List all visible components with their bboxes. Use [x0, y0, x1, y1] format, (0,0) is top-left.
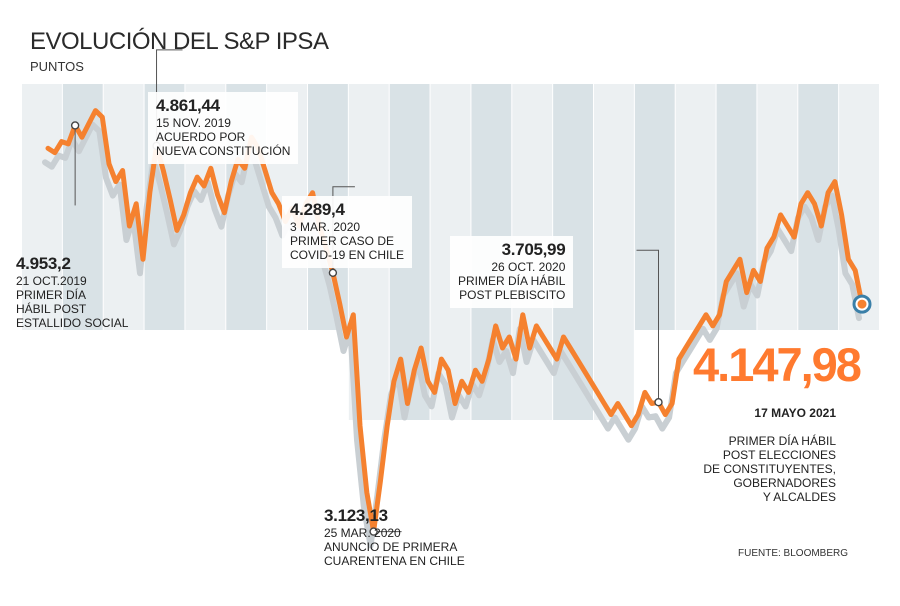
annotation-text: PRIMER DÍA HÁBIL POST PLEBISCITO	[458, 274, 566, 302]
annotation-date: 3 MAR. 2020	[290, 220, 361, 234]
last-value: 4.147,98	[693, 338, 862, 391]
annotation-text: ANUNCIO DE PRIMERA CUARENTENA EN CHILE	[324, 540, 465, 568]
annotation-date: 15 NOV. 2019	[156, 116, 231, 130]
annotation-text: PRIMER DÍA HÁBIL POST ELECCIONES DE CONS…	[703, 434, 836, 504]
annotation-value: 4.861,44	[156, 96, 220, 115]
annotation-date: 26 OCT. 2020	[491, 260, 566, 274]
annotation-covid: 4.289,4 3 MAR. 2020 PRIMER CASO DE COVID…	[282, 196, 413, 268]
event-marker	[654, 398, 663, 407]
event-marker	[369, 527, 378, 536]
annotation-plebiscito: 3.705,99 26 OCT. 2020 PRIMER DÍA HÁBIL P…	[450, 236, 574, 308]
annotation-leader	[636, 249, 659, 403]
y-axis-unit: PUNTOS	[30, 59, 84, 74]
chart-title: EVOLUCIÓN DEL S&P IPSA	[30, 28, 329, 55]
series-line	[45, 108, 865, 535]
annotation-text: ACUERDO POR NUEVA CONSTITUCIÓN	[156, 130, 291, 158]
event-marker	[70, 121, 80, 130]
annotation-value: 4.289,4	[290, 200, 345, 219]
annotation-value: 4.953,2	[16, 254, 71, 273]
grid-band	[22, 84, 62, 330]
grid-band	[594, 84, 634, 420]
annotation-text: PRIMER DÍA HÁBIL POST ESTALLIDO SOCIAL	[16, 288, 129, 330]
last-point-dot	[857, 299, 867, 309]
annotation-date: 17 MAYO 2021	[754, 406, 836, 420]
annotation-text: PRIMER CASO DE COVID-19 EN CHILE	[290, 234, 405, 262]
source-note: FUENTE: BLOOMBERG	[738, 548, 849, 559]
annotation-value: 3.123,13	[324, 506, 388, 525]
grid-band	[675, 84, 716, 330]
grid-band	[634, 84, 675, 330]
annotation-date: 25 MAR. 2020	[324, 526, 401, 540]
grid-band	[757, 84, 798, 330]
annotation-date: 21 OCT.2019	[16, 274, 87, 288]
annotation-acuerdo: 4.861,44 15 NOV. 2019 ACUERDO POR NUEVA …	[148, 92, 299, 164]
annotation-cuarentena: 3.123,13 25 MAR. 2020 ANUNCIO DE PRIMERA…	[324, 506, 465, 568]
event-marker	[328, 268, 338, 278]
annotation-elecciones: 17 MAYO 2021 PRIMER DÍA HÁBIL POST ELECC…	[703, 392, 836, 518]
annotation-value: 3.705,99	[501, 240, 566, 259]
annotation-estallido: 4.953,2 21 OCT.2019 PRIMER DÍA HÁBIL POS…	[16, 254, 128, 330]
